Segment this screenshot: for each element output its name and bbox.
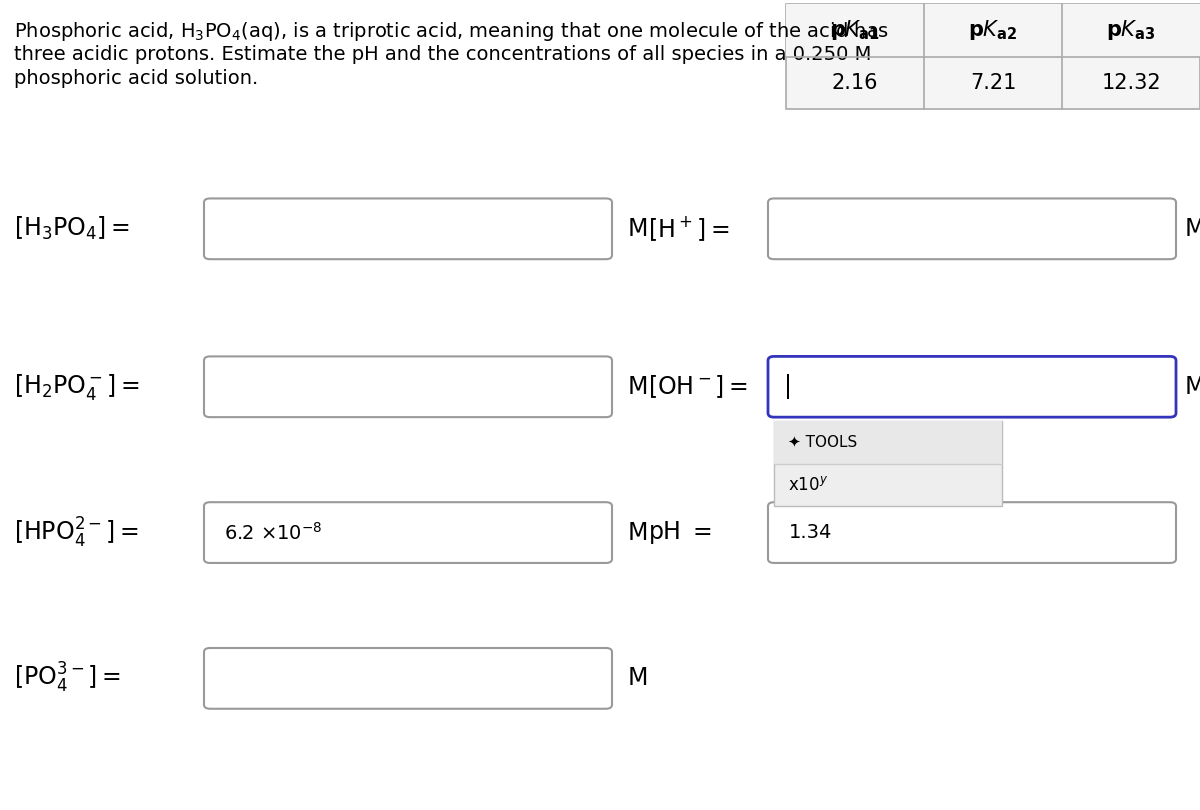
- Text: $[\mathrm{HPO_4^{2-}}] =$: $[\mathrm{HPO_4^{2-}}] =$: [14, 515, 139, 550]
- FancyBboxPatch shape: [768, 356, 1176, 417]
- FancyBboxPatch shape: [204, 198, 612, 259]
- Text: M: M: [628, 217, 648, 241]
- Text: $[\mathrm{H^+}] =$: $[\mathrm{H^+}] =$: [648, 215, 730, 243]
- Text: ✦ TOOLS: ✦ TOOLS: [788, 435, 858, 450]
- Text: |: |: [784, 374, 792, 399]
- FancyBboxPatch shape: [768, 502, 1176, 563]
- Text: $[\mathrm{H_2PO_4^-}] =$: $[\mathrm{H_2PO_4^-}] =$: [14, 372, 140, 402]
- Text: $[\mathrm{OH^-}] =$: $[\mathrm{OH^-}] =$: [648, 373, 748, 400]
- Text: Phosphoric acid, H$_3$PO$_4$(aq), is a triprotic acid, meaning that one molecule: Phosphoric acid, H$_3$PO$_4$(aq), is a t…: [14, 20, 889, 43]
- Text: $\mathbf{p}\mathit{K}_\mathbf{a3}$: $\mathbf{p}\mathit{K}_\mathbf{a3}$: [1106, 19, 1156, 42]
- Text: pH $=$: pH $=$: [648, 519, 712, 546]
- FancyBboxPatch shape: [204, 502, 612, 563]
- FancyBboxPatch shape: [786, 4, 1200, 109]
- Text: M: M: [628, 375, 648, 399]
- FancyBboxPatch shape: [774, 421, 1002, 463]
- FancyBboxPatch shape: [204, 356, 612, 417]
- Text: $\mathbf{p}\mathit{K}_\mathbf{a2}$: $\mathbf{p}\mathit{K}_\mathbf{a2}$: [968, 19, 1018, 42]
- Text: 6.2 $\times$10$^{-8}$: 6.2 $\times$10$^{-8}$: [224, 522, 323, 544]
- Text: 1.34: 1.34: [788, 523, 832, 542]
- Text: $\mathbf{p}\mathit{K}_\mathbf{a1}$: $\mathbf{p}\mathit{K}_\mathbf{a1}$: [830, 19, 880, 42]
- Text: 2.16: 2.16: [832, 73, 878, 93]
- FancyBboxPatch shape: [786, 4, 1200, 57]
- Text: M: M: [1184, 375, 1200, 399]
- Text: phosphoric acid solution.: phosphoric acid solution.: [14, 69, 259, 87]
- Text: 12.32: 12.32: [1102, 73, 1160, 93]
- FancyBboxPatch shape: [774, 421, 1002, 506]
- Text: M: M: [1184, 217, 1200, 241]
- FancyBboxPatch shape: [768, 198, 1176, 259]
- Text: M: M: [628, 521, 648, 544]
- Text: x10$^y$: x10$^y$: [788, 476, 828, 494]
- Text: $[\mathrm{PO_4^{3-}}] =$: $[\mathrm{PO_4^{3-}}] =$: [14, 661, 121, 696]
- FancyBboxPatch shape: [204, 648, 612, 709]
- Text: M: M: [628, 667, 648, 690]
- Text: 7.21: 7.21: [970, 73, 1016, 93]
- Text: $[\mathrm{H_3PO_4}] =$: $[\mathrm{H_3PO_4}] =$: [14, 215, 131, 242]
- Text: three acidic protons. Estimate the pH and the concentrations of all species in a: three acidic protons. Estimate the pH an…: [14, 45, 871, 63]
